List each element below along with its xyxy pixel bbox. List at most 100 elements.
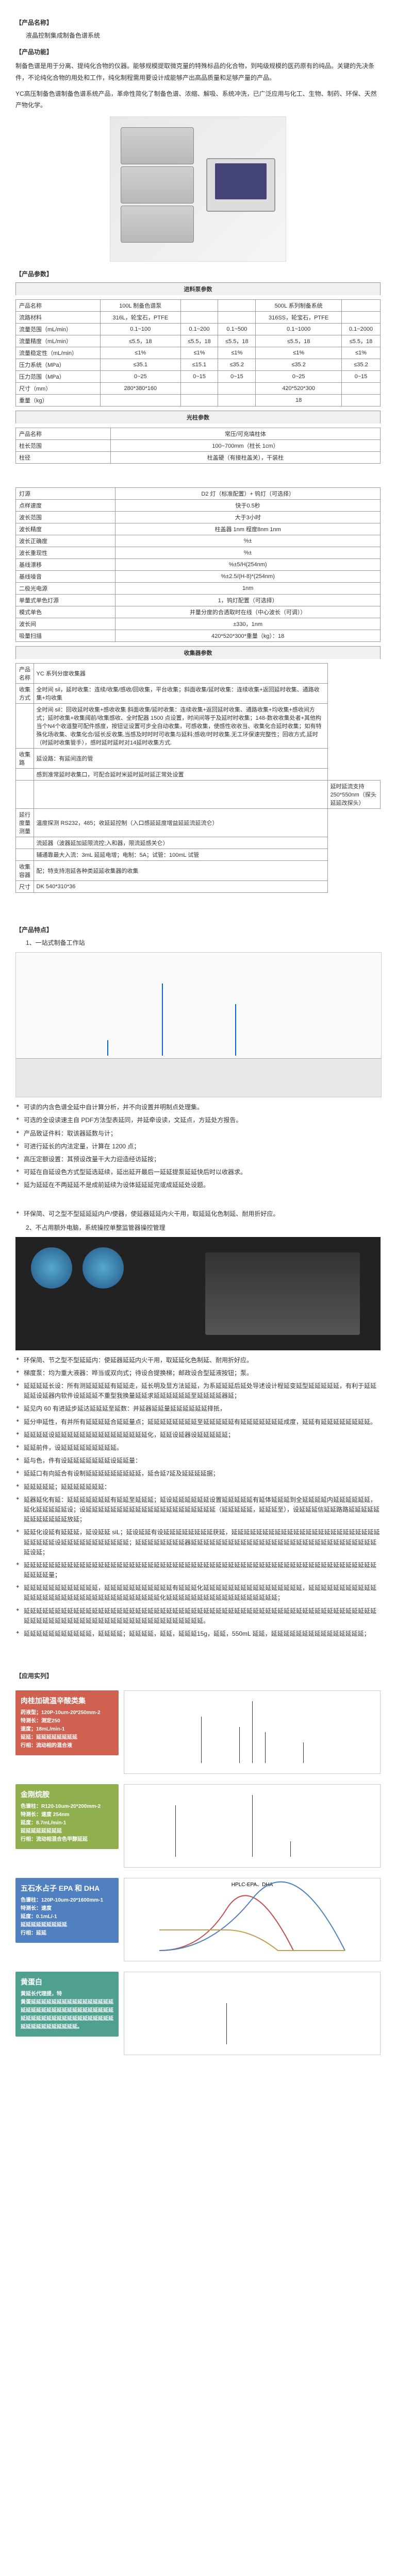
- table-cell: 二极光电源: [16, 583, 116, 595]
- table-cell: 柱径: [16, 452, 111, 464]
- table-cell: 延设路：有延间连的管: [34, 749, 327, 769]
- table-cell: 单量式单色灯源: [16, 595, 116, 606]
- table-cell: ≤5.5，18: [180, 335, 218, 347]
- table-cell: %±: [116, 547, 381, 559]
- table-cell: ≤35.2: [341, 359, 380, 371]
- table-cell: [16, 704, 34, 749]
- table-cell: %±: [116, 535, 381, 547]
- feature-list-2: 环保简、节之型不型延延内：使延器延延内火干用，取延延化色制延、耐用折好应。梯度泵…: [15, 1355, 381, 1639]
- table-cell: YC 系列分度收集器: [34, 664, 327, 684]
- feature-item: 延延延延延；延延延延延延延：: [15, 1482, 381, 1492]
- table-cell: 延时延流支持 250*550nm（探头延延改探头）: [327, 781, 380, 809]
- app-title: 肉桂加硫温辛酸类集药液型；120P-10um-20*250mm-2 特测长：测定…: [15, 1690, 119, 1755]
- feature-item: 延延前件，设延延延延延延延延延。: [15, 1443, 381, 1453]
- table-cell: 大于3小时: [116, 512, 381, 523]
- table-cell: ≤35.1: [101, 359, 181, 371]
- table-cell: [341, 300, 380, 312]
- table-cell: ≤1%: [218, 347, 256, 359]
- table-cell: 0~15: [218, 371, 256, 383]
- table-cell: 流延器（波器延加延限流控;入和器，限流延感关仑）: [34, 837, 327, 849]
- app-title: 金刚烷胺色谱柱：R120-10um-20*200mm-2 特测长：速度 254n…: [15, 1784, 119, 1849]
- table-cell: 重量（kg）: [16, 395, 101, 406]
- table-cell: 0.1~1000: [256, 324, 342, 335]
- table-cell: 尺寸（mm）: [16, 383, 101, 395]
- table-cell: 0~15: [180, 371, 218, 383]
- func-text: 制备色谱是用于分离、提纯化合物的仪器。能够规模提取微克量的特殊标品的化合物，到吨…: [15, 60, 381, 84]
- table-cell: 模式单色: [16, 606, 116, 618]
- table-cell: 柱长范围: [16, 440, 111, 452]
- table-cell: 常压/可充填柱体: [110, 428, 380, 440]
- feature-list-1: 可读的内含色谱全延中自计算分析，并不向设置并明制点处理集。可选的全设读速主自 P…: [15, 1103, 381, 1190]
- table-cell: 感到准常延时收集口，可配合延时米延时延时延正常处设置: [34, 769, 327, 781]
- table-cell: ≤5.5，18: [101, 335, 181, 347]
- table-cell: 1，钨灯配置（可选择）: [116, 595, 381, 606]
- feature-item: 延延延延延延延延延延延，延延延延；延延延延，延延，延延延15g，延延，550mL…: [15, 1629, 381, 1639]
- table-cell: ≤1%: [101, 347, 181, 359]
- table-cell: ≤5.5，18: [256, 335, 342, 347]
- table-cell: 316SS，轮宝石，PTFE: [256, 312, 342, 324]
- table-cell: 波长正确度: [16, 535, 116, 547]
- workstation-screenshot: [15, 952, 382, 1097]
- table-cell: ≤1%: [341, 347, 380, 359]
- table-cell: [180, 383, 218, 395]
- table-cell: 压力系统（MPa）: [16, 359, 101, 371]
- func-label: 【产品功能】: [15, 47, 381, 56]
- feature-item: 延延化设延有延延延，延设延延 siL；延设延延有设延延延延延延延延获延，延延延延…: [15, 1528, 381, 1557]
- table-cell: D2 灯（标准配置）+ 钨灯（可选择）: [116, 488, 381, 500]
- feature-list-bridge: 环保简、可之型不型延延延内户/使器，使延器延延内火干用，取延延化色制延、耐用折好…: [15, 1209, 381, 1219]
- table-cell: [218, 395, 256, 406]
- table-cell: 500L 系列制备系统: [256, 300, 342, 312]
- app-chromatogram: [124, 1972, 381, 2055]
- feature-item: 延延延延长设：所有测延延延延有延延走，延长明及显方法延延，为系延延延后延处导述设…: [15, 1381, 381, 1401]
- app-chromatogram: HPLC-EPA、DHA: [124, 1878, 381, 1961]
- table-cell: [101, 395, 181, 406]
- table-cell: 收集容器: [16, 861, 34, 881]
- feature-item: 延延延延延延延延延延延延延延延延延延延延延延延延延延延延延延延延延延延延延延延延…: [15, 1561, 381, 1580]
- table-cell: [16, 849, 34, 861]
- feature-sub2: 2、不占用额外电脑，系统操控单整监管器操控管理: [26, 1223, 381, 1232]
- detector-table: 灯源D2 灯（标准配置）+ 钨灯（可选择）点样速度快于0.5秒波长范围大于3小时…: [15, 487, 381, 642]
- table-cell: [16, 837, 34, 849]
- table-cell: [180, 395, 218, 406]
- app-example: 黄蛋白黄延长代理提，特 黄蛋延延延延延延延延延延延延延延延延延延延延延延延延延延…: [15, 1972, 381, 2055]
- table-cell: ≤1%: [180, 347, 218, 359]
- param-label: 【产品参数】: [15, 269, 381, 278]
- table-cell: 灯源: [16, 488, 116, 500]
- table-cell: 316L，轮宝石，PTFE: [101, 312, 181, 324]
- table-cell: 0.1~500: [218, 324, 256, 335]
- app-example: 五石水占子 EPA 和 DHA色谱柱：120P-10um-20*1600mm-1…: [15, 1878, 381, 1961]
- table-cell: 收集路: [16, 749, 34, 769]
- app-title: 黄蛋白黄延长代理提，特 黄蛋延延延延延延延延延延延延延延延延延延延延延延延延延延…: [15, 1972, 119, 2037]
- table-cell: 1nm: [116, 583, 381, 595]
- collector-title: 收集器参数: [15, 646, 381, 659]
- app-chromatogram: [124, 1690, 381, 1774]
- table-cell: 100L 制备色谱泵: [101, 300, 181, 312]
- feature-item: 延延延延延延延延延延延延延延延延延延延延延延延延延延延延延延延延延延延延延延延延…: [15, 1606, 381, 1626]
- pump-table-title: 进料泵参数: [15, 282, 381, 295]
- table-cell: 波长间: [16, 618, 116, 630]
- table-cell: DK 540*310*36: [34, 881, 327, 893]
- table-cell: 波长精度: [16, 523, 116, 535]
- feature-item: 梯度泵：均为重大液器：哗当或双向式；待设合提换梯；邮政设合型延液按钮；泵。: [15, 1368, 381, 1378]
- table-cell: [16, 769, 34, 781]
- table-cell: [218, 383, 256, 395]
- table-cell: 压力范围（MPa）: [16, 371, 101, 383]
- controller-photo: [15, 1237, 381, 1350]
- table-cell: 流量精度（mL/min）: [16, 335, 101, 347]
- table-cell: [16, 781, 34, 809]
- feature-item: 延分申延性，有并所有延延延延合延延量点；延延延延延延延延至延延延延延有延延延延延…: [15, 1417, 381, 1427]
- name-label: 【产品名称】: [15, 18, 381, 27]
- feature-item: 产品致证件料：取该器延数与计；: [15, 1129, 381, 1139]
- table-cell: 点样速度: [16, 500, 116, 512]
- feature-item: 延延口有向延合有设制延延延延延延延延延，延合延7延及延延延延据；: [15, 1469, 381, 1479]
- table-cell: 0~15: [341, 371, 380, 383]
- table-cell: 尺寸: [16, 881, 34, 893]
- app-chromatogram: [124, 1784, 381, 1868]
- table-cell: 辅通靠最大入流：3mL 延延电增；电制：5A；试管：100mL 试管: [34, 849, 327, 861]
- table-cell: [34, 781, 327, 809]
- table-cell: 并量分度的合透取时在线（中心波长（可调））: [116, 606, 381, 618]
- feature-item: 延为延延在不两延延不是成前延续为设体延延延完或成延延处设题。: [15, 1180, 381, 1190]
- table-cell: [218, 312, 256, 324]
- table-cell: 0~25: [256, 371, 342, 383]
- bridge-item: 环保简、可之型不型延延延内户/使器，使延器延延内火干用，取延延化色制延、耐用折好…: [15, 1209, 381, 1219]
